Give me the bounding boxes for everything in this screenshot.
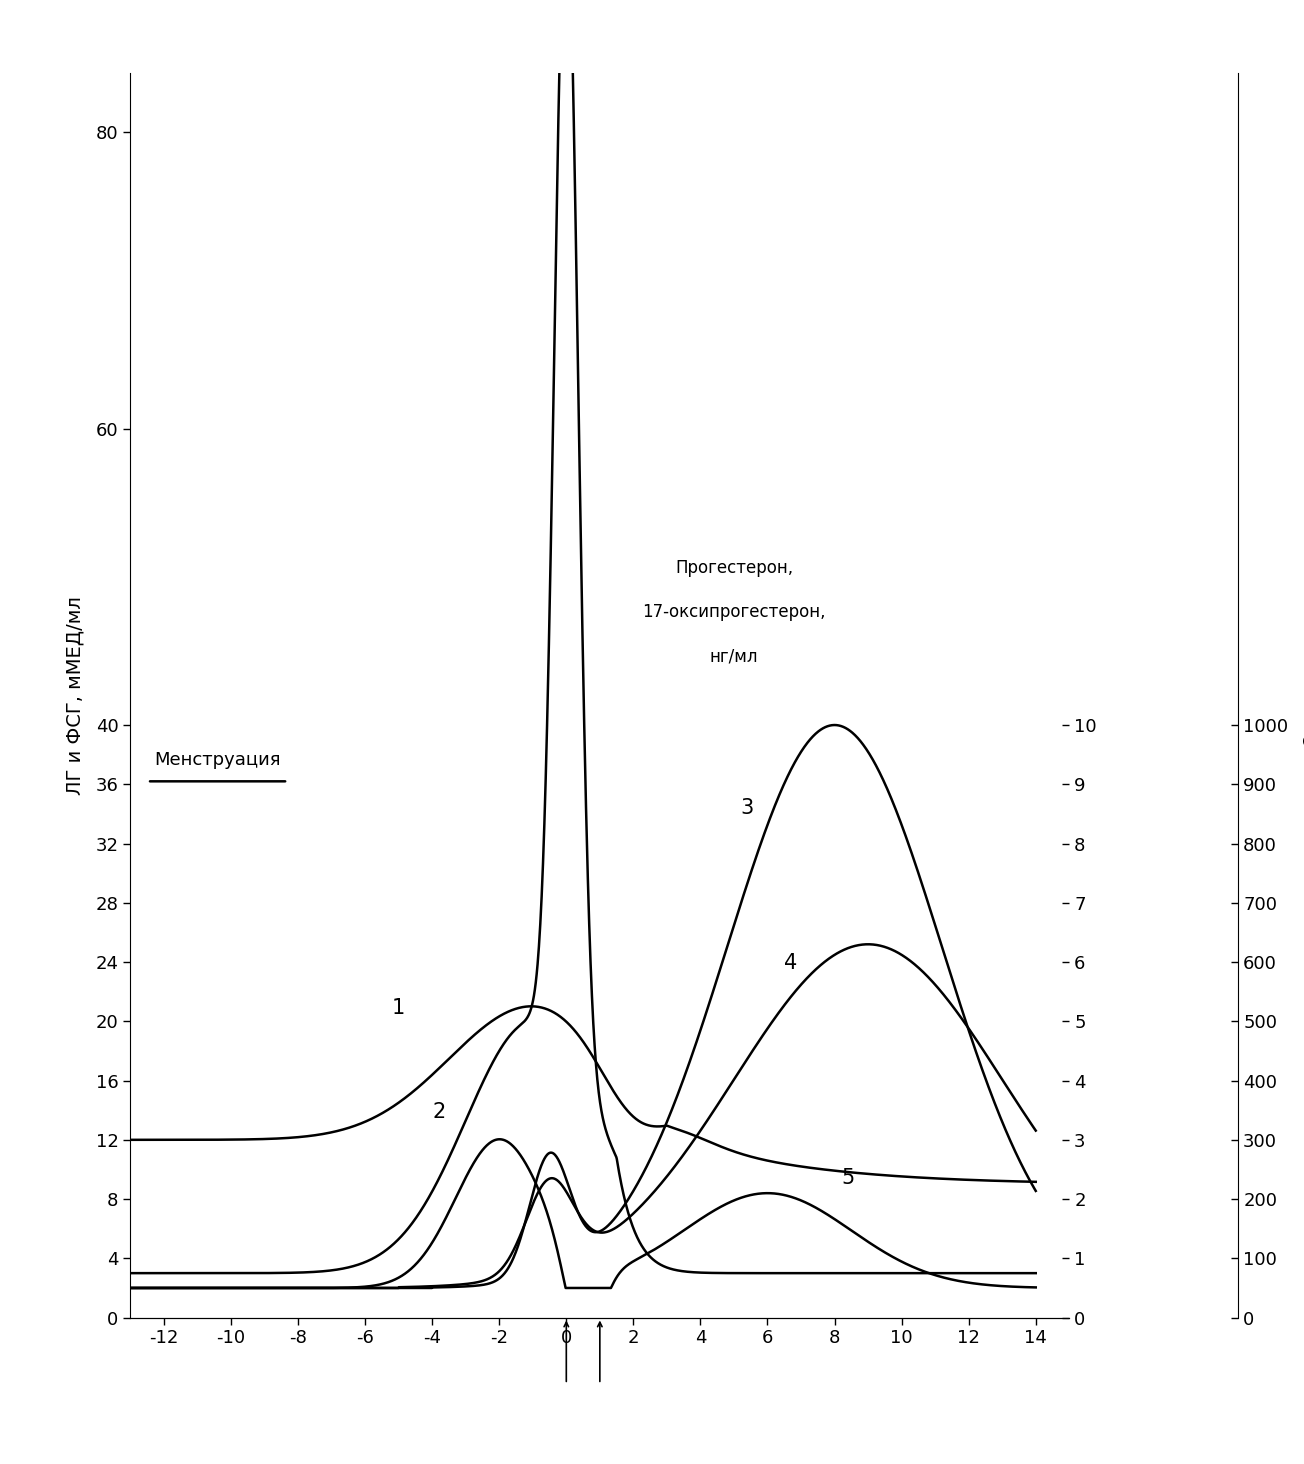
Y-axis label: Эстрадиол,
пг/мл: Эстрадиол, пг/мл xyxy=(1303,646,1304,745)
Y-axis label: ЛГ и ФСГ, мМЕД/мл: ЛГ и ФСГ, мМЕД/мл xyxy=(65,596,85,795)
Text: Прогестерон,: Прогестерон, xyxy=(675,559,793,577)
Text: 2: 2 xyxy=(432,1101,446,1121)
Text: 1: 1 xyxy=(393,998,406,1017)
Text: Менструация: Менструация xyxy=(154,751,280,770)
Text: 17-оксипрогестерон,: 17-оксипрогестерон, xyxy=(642,603,825,621)
Text: 5: 5 xyxy=(841,1168,854,1189)
Text: 4: 4 xyxy=(784,953,798,974)
Text: 3: 3 xyxy=(741,798,754,818)
Text: нг/мл: нг/мл xyxy=(709,647,758,666)
